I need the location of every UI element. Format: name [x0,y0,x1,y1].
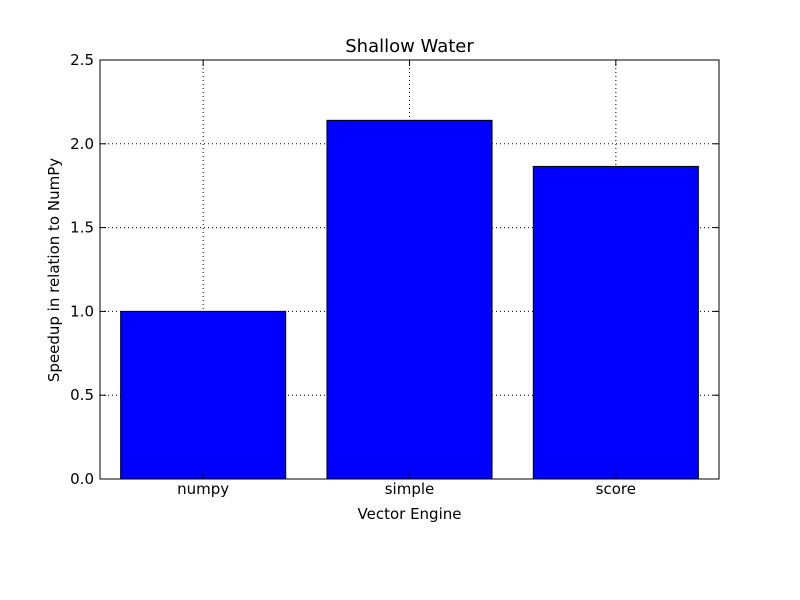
y-tick-label: 0.0 [70,470,94,488]
plot-area: 0.0 0.5 1.0 1.5 2.0 2.5 numpy simple score [70,51,720,498]
x-tick-label: score [596,480,636,498]
axes-frame [99,59,720,480]
bar-numpy [120,310,287,480]
bar-simple [326,119,493,480]
x-tick-label: simple [385,480,435,498]
y-axis-label: Speedup in relation to NumPy [45,158,63,382]
y-tick-label: 0.5 [70,386,94,404]
x-tick-label: numpy [177,480,229,498]
y-tick-label: 1.0 [70,302,94,320]
chart-title: Shallow Water [345,36,474,57]
x-axis-label: Vector Engine [358,505,462,523]
bar-score [532,165,699,480]
y-tick-label: 2.0 [70,135,94,153]
y-tick-label: 1.5 [70,219,94,237]
y-tick-label: 2.5 [70,51,94,69]
